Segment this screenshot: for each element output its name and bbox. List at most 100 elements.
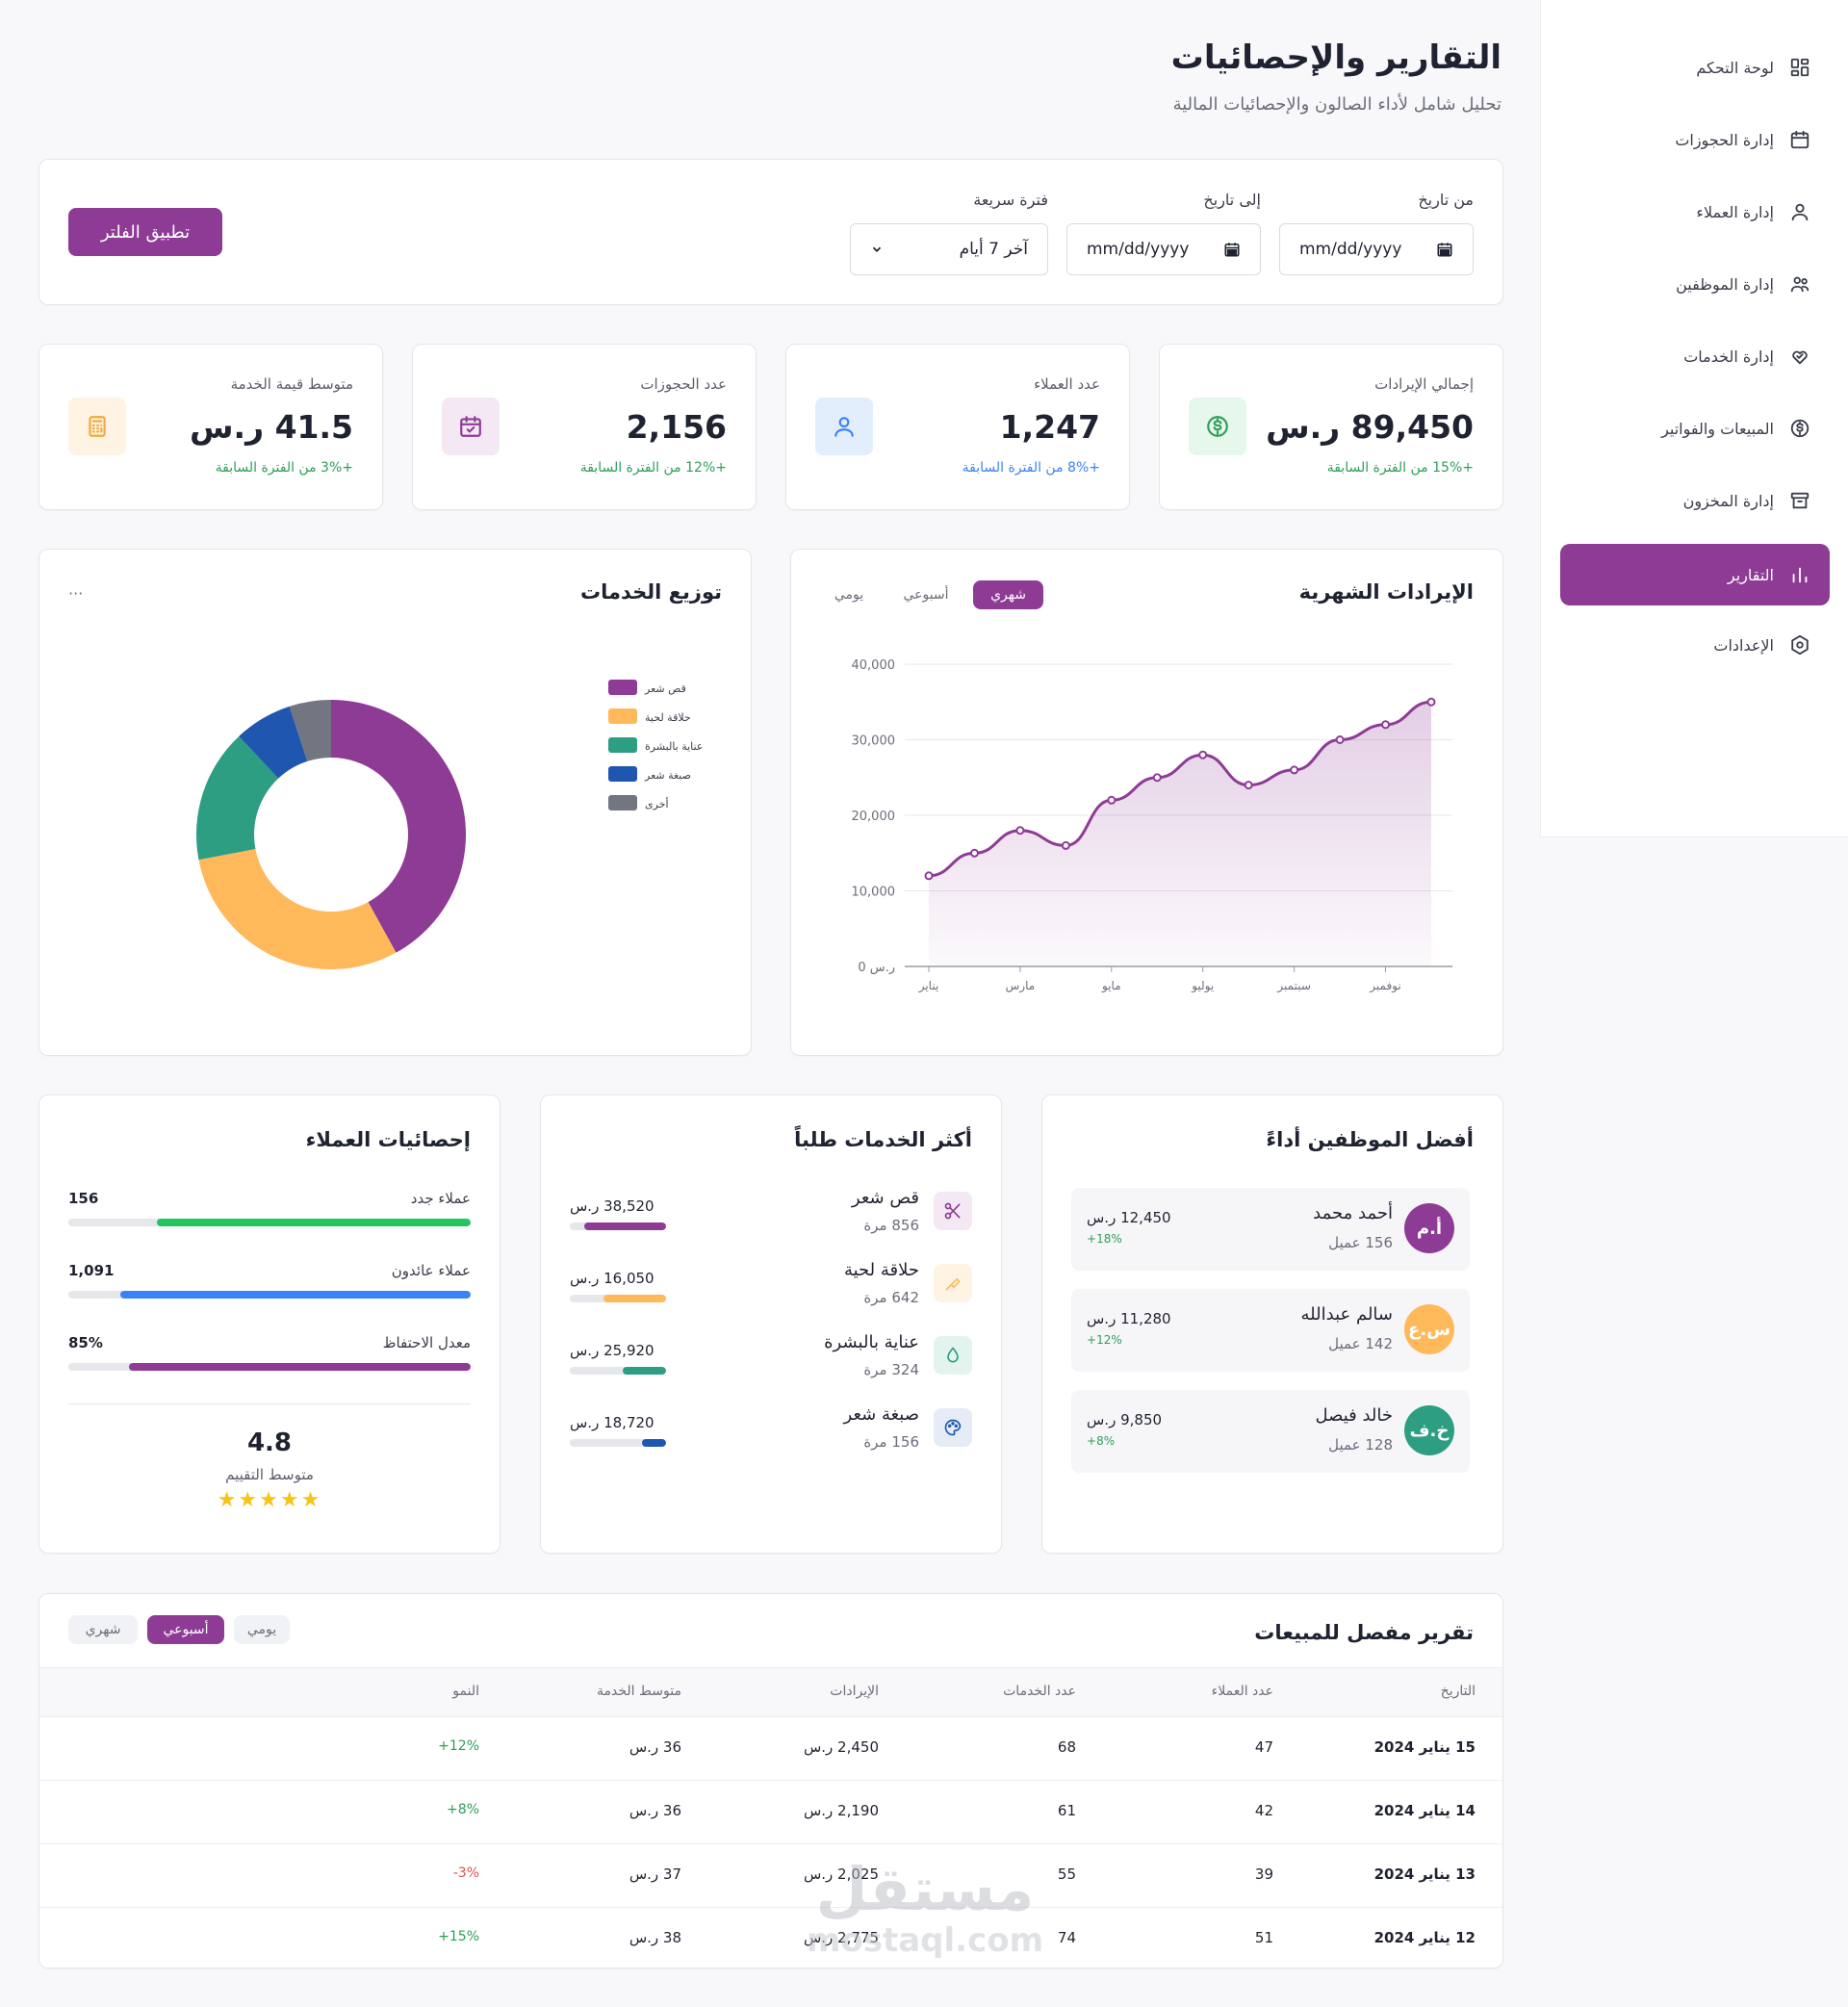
sidebar-item-5[interactable]: المبيعات والفواتير: [1560, 398, 1830, 459]
droplet-icon: [947, 1347, 959, 1363]
quick-period-select[interactable]: آخر 7 أيام: [850, 223, 1048, 275]
column-header: الإيرادات: [830, 1684, 879, 1699]
stat-change: +12% من الفترة السابقة: [579, 460, 727, 476]
sidebar-item-label: إدارة المخزون: [1682, 491, 1774, 510]
revenue-point: [1198, 750, 1208, 759]
table-cell-revenue: 2,450 ر.س: [803, 1738, 879, 1756]
sidebar-item-3[interactable]: إدارة الموظفين: [1560, 253, 1830, 315]
donut-slice: [331, 700, 466, 953]
table-cell-customers: 42: [1254, 1802, 1273, 1819]
revenue-point: [1244, 781, 1253, 790]
service-progress-fill: [603, 1295, 666, 1302]
to-date-input[interactable]: mm/dd/yyyy: [1066, 223, 1261, 275]
stat-value: 89,450 ر.س: [1266, 408, 1474, 446]
from-date-input[interactable]: mm/dd/yyyy: [1279, 223, 1474, 275]
x-tick-label: نوفمبر: [1369, 979, 1400, 993]
x-tick-label: مارس: [1006, 979, 1036, 993]
revenue-point: [1107, 795, 1116, 805]
more-options-button[interactable]: ···: [68, 584, 84, 603]
customer-stat-fill: [156, 1219, 471, 1226]
table-row[interactable]: 13 يناير 2024 39 55 2,025 ر.س 37 ر.س 3%-: [39, 1844, 1502, 1908]
legend-label: صبغة شعر: [644, 769, 691, 782]
stat-icon-box: [68, 398, 126, 455]
donut-slice: [198, 848, 397, 969]
tab-daily[interactable]: يومي: [834, 587, 864, 603]
customer-stat-value: 85%: [68, 1334, 103, 1351]
sidebar-item-label: لوحة التحكم: [1696, 58, 1774, 77]
sidebar-item-label: إدارة الخدمات: [1683, 347, 1774, 366]
staff-row[interactable]: س.ع سالم عبدالله 142 عميل 11,280 ر.س 12%+: [1071, 1289, 1470, 1372]
sidebar-item-6[interactable]: إدارة المخزون: [1560, 470, 1830, 531]
staff-revenue: 12,450 ر.س: [1087, 1209, 1171, 1226]
tab-daily[interactable]: يومي: [234, 1615, 290, 1644]
service-name: حلاقة لحية: [843, 1260, 919, 1280]
stat-card: عدد الحجوزات 2,156 +12% من الفترة السابقة: [412, 344, 757, 510]
sidebar-item-7[interactable]: التقارير: [1560, 544, 1830, 605]
from-date-placeholder: mm/dd/yyyy: [1299, 240, 1402, 259]
razor-icon: [945, 1278, 961, 1291]
customer-stat-label: معدل الاحتفاظ: [382, 1334, 471, 1351]
sidebar-item-1[interactable]: إدارة الحجوزات: [1560, 109, 1830, 170]
tab-weekly[interactable]: أسبوعي: [903, 587, 949, 603]
table-cell-date: 14 يناير 2024: [1373, 1802, 1476, 1819]
legend-swatch: [608, 737, 637, 753]
tab-monthly[interactable]: شهري: [973, 580, 1043, 609]
y-tick-label: 0 ر.س: [858, 961, 895, 975]
legend-swatch: [608, 680, 637, 695]
service-icon-box: [934, 1336, 972, 1375]
chevron-down-icon: [872, 246, 882, 252]
top-staff-title: أفضل الموظفين أداءً: [1266, 1128, 1474, 1151]
filter-card: من تاريخ mm/dd/yyyy إلى تاريخ mm/dd/yyyy…: [38, 159, 1503, 305]
staff-clients: 156 عميل: [1328, 1234, 1393, 1251]
sidebar-item-4[interactable]: إدارة الخدمات: [1560, 325, 1830, 387]
calculator-icon: [89, 416, 106, 437]
revenue-point: [969, 848, 979, 858]
legend-label: حلاقة لحية: [645, 711, 691, 724]
tab-monthly[interactable]: شهري: [68, 1615, 138, 1644]
table-row[interactable]: 14 يناير 2024 42 61 2,190 ر.س 36 ر.س 8%+: [39, 1781, 1502, 1844]
revenue-point: [1290, 765, 1299, 775]
x-tick-label: سبتمبر: [1276, 979, 1310, 993]
staff-growth: 18%+: [1087, 1232, 1122, 1246]
revenue-line-chart: 0 ر.س 10,000 20,000 30,000 40,000 يناير مارس ما…: [852, 658, 1452, 993]
service-progress-track: [570, 1222, 666, 1230]
staff-name: أحمد محمد: [1313, 1203, 1393, 1223]
sidebar-item-label: التقارير: [1727, 565, 1774, 584]
apply-filter-button[interactable]: تطبيق الفلتر: [68, 208, 222, 256]
from-date-label: من تاريخ: [1418, 191, 1474, 209]
top-services-title: أكثر الخدمات طلباً: [794, 1128, 972, 1151]
table-cell-services: 61: [1057, 1802, 1076, 1819]
heart-hand-icon: [1792, 350, 1808, 365]
staff-row[interactable]: أ.م أحمد محمد 156 عميل 12,450 ر.س 18%+: [1071, 1188, 1470, 1271]
sidebar-item-2[interactable]: إدارة العملاء: [1560, 181, 1830, 243]
table-cell-customers: 47: [1254, 1738, 1273, 1756]
revenue-point: [924, 871, 934, 881]
sidebar-item-8[interactable]: الإعدادات: [1560, 614, 1830, 676]
services-distribution-card: توزيع الخدمات ··· قص شعر حلاقة لحية عناية …: [38, 549, 752, 1056]
watermark-url: mostaql.com: [806, 1921, 1044, 1960]
table-cell-date: 13 يناير 2024: [1373, 1865, 1476, 1883]
sidebar-item-0[interactable]: لوحة التحكم: [1560, 37, 1830, 98]
table-cell-revenue: 2,775 ر.س: [803, 1929, 879, 1946]
customer-stats-title: إحصائيات العملاء: [305, 1128, 471, 1151]
calendar-check-icon: [460, 416, 481, 437]
user-icon: [834, 417, 854, 437]
service-icon-box: [934, 1192, 972, 1230]
legend-label: أخرى: [645, 797, 669, 811]
tab-weekly[interactable]: أسبوعي: [147, 1615, 224, 1644]
service-count: 156 مرة: [863, 1433, 919, 1451]
column-header: عدد الخدمات: [1003, 1684, 1076, 1699]
legend-swatch: [608, 766, 637, 782]
column-header: النمو: [452, 1684, 479, 1699]
y-tick-label: 30,000: [852, 734, 896, 749]
stat-change: +8% من الفترة السابقة: [962, 460, 1100, 476]
service-revenue: 25,920 ر.س: [570, 1342, 654, 1359]
scissors-icon: [944, 1202, 961, 1220]
staff-name: خالد فيصل: [1315, 1405, 1393, 1426]
users-icon: [1790, 276, 1810, 293]
x-tick-label: مايو: [1101, 979, 1121, 993]
dollar-icon: [1790, 419, 1810, 438]
table-row[interactable]: 12 يناير 2024 51 74 2,775 ر.س 38 ر.س 15%+: [39, 1908, 1502, 1968]
staff-row[interactable]: خ.ف خالد فيصل 128 عميل 9,850 ر.س 8%+: [1071, 1390, 1470, 1473]
table-row[interactable]: 15 يناير 2024 47 68 2,450 ر.س 36 ر.س 12%+: [39, 1717, 1502, 1781]
